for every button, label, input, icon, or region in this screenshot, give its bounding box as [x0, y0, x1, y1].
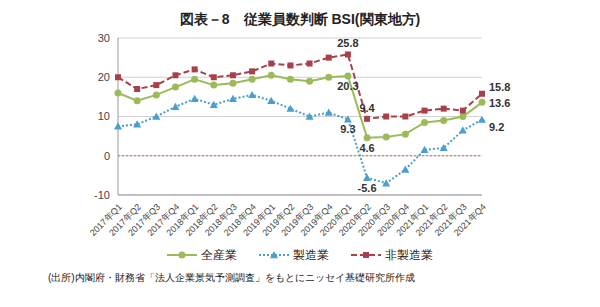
svg-text:2019年Q1: 2019年Q1: [241, 201, 278, 238]
svg-text:4.6: 4.6: [359, 142, 374, 154]
svg-text:2020年Q1: 2020年Q1: [317, 201, 354, 238]
svg-text:2017年Q1: 2017年Q1: [87, 201, 124, 238]
svg-text:2019年Q4: 2019年Q4: [298, 201, 335, 238]
html-text:全産業: 全産業: [201, 247, 237, 262]
svg-text:2021年Q3: 2021年Q3: [432, 201, 469, 238]
svg-text:15.8: 15.8: [489, 81, 510, 93]
svg-text:2018年Q1: 2018年Q1: [164, 201, 201, 238]
svg-text:2018年Q2: 2018年Q2: [183, 201, 220, 238]
svg-text:2020年Q4: 2020年Q4: [375, 201, 412, 238]
svg-text:10: 10: [98, 110, 110, 122]
html-text:製造業: 製造業: [293, 247, 329, 262]
svg-text:2021年Q2: 2021年Q2: [413, 201, 450, 238]
svg-text:9.2: 9.2: [489, 121, 504, 133]
svg-text:2018年Q4: 2018年Q4: [222, 201, 258, 238]
svg-text:20.3: 20.3: [337, 80, 358, 92]
svg-text:9.4: 9.4: [359, 102, 375, 114]
svg-text:2020年Q2: 2020年Q2: [336, 201, 373, 238]
svg-text:-5.6: -5.6: [358, 182, 377, 194]
svg-text:2021年Q4: 2021年Q4: [452, 202, 488, 238]
svg-text:20: 20: [98, 71, 110, 83]
svg-text:2017年Q3: 2017年Q3: [126, 201, 163, 238]
svg-text:2019年Q2: 2019年Q2: [260, 201, 297, 238]
html-text:図表－8 従業員数判断 BSI(関東地方): 図表－8 従業員数判断 BSI(関東地方): [179, 11, 421, 27]
svg-text:0: 0: [104, 150, 110, 162]
svg-text:2020年Q3: 2020年Q3: [356, 201, 393, 238]
svg-text:25.8: 25.8: [337, 37, 358, 49]
svg-text:2018年Q3: 2018年Q3: [202, 201, 239, 238]
svg-text:2021年Q1: 2021年Q1: [394, 201, 431, 238]
svg-text:2019年Q3: 2019年Q3: [279, 201, 316, 238]
svg-text:2017年Q2: 2017年Q2: [107, 201, 144, 238]
svg-text:9.3: 9.3: [340, 123, 355, 135]
svg-text:30: 30: [98, 32, 110, 44]
html-text:(出所)内閣府・財務省「法人企業景気予測調査」をもとにニッセ: (出所)内閣府・財務省「法人企業景気予測調査」をもとにニッセイ基礎研究所作成: [48, 272, 415, 283]
html-text:非製造業: 非製造業: [385, 247, 433, 262]
svg-text:-10: -10: [94, 189, 110, 201]
svg-text:2017年Q4: 2017年Q4: [145, 201, 182, 238]
svg-text:13.6: 13.6: [489, 97, 510, 109]
